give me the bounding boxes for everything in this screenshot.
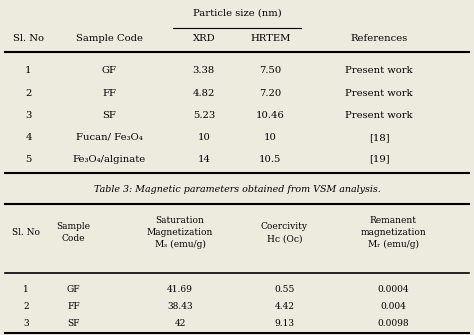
- Text: 1: 1: [25, 66, 32, 75]
- Text: 7.50: 7.50: [259, 66, 281, 75]
- Text: Present work: Present work: [346, 111, 413, 120]
- Text: 5: 5: [25, 155, 32, 163]
- Text: 0.004: 0.004: [381, 302, 406, 311]
- Text: 3: 3: [23, 319, 29, 328]
- Text: 0.55: 0.55: [274, 285, 294, 294]
- Text: 2: 2: [23, 302, 29, 311]
- Text: SF: SF: [67, 319, 80, 328]
- Text: GF: GF: [101, 66, 117, 75]
- Text: 3: 3: [25, 111, 32, 120]
- Text: Particle size (nm): Particle size (nm): [192, 9, 282, 18]
- Text: SF: SF: [102, 111, 116, 120]
- Text: 0.0004: 0.0004: [378, 285, 409, 294]
- Text: Sample Code: Sample Code: [75, 34, 143, 43]
- Text: 4: 4: [25, 133, 32, 142]
- Text: 5.23: 5.23: [193, 111, 215, 120]
- Text: 10.5: 10.5: [259, 155, 282, 163]
- Text: FF: FF: [67, 302, 80, 311]
- Text: 10: 10: [197, 133, 210, 142]
- Text: Sl. No: Sl. No: [13, 34, 44, 43]
- Text: Fe₃O₄/alginate: Fe₃O₄/alginate: [73, 155, 146, 163]
- Text: 10.46: 10.46: [256, 111, 284, 120]
- Text: 1: 1: [23, 285, 29, 294]
- Text: Sample
Code: Sample Code: [56, 222, 91, 243]
- Text: FF: FF: [102, 89, 116, 98]
- Text: Present work: Present work: [346, 66, 413, 75]
- Text: Sl. No: Sl. No: [12, 228, 40, 237]
- Text: Present work: Present work: [346, 89, 413, 98]
- Text: XRD: XRD: [192, 34, 215, 43]
- Text: Remanent
magnetization
Mᵣ (emu/g): Remanent magnetization Mᵣ (emu/g): [361, 216, 426, 249]
- Text: Coercivity
Hᴄ (Oᴄ): Coercivity Hᴄ (Oᴄ): [261, 222, 308, 243]
- Text: 9.13: 9.13: [274, 319, 294, 328]
- Text: 2: 2: [25, 89, 32, 98]
- Text: 0.0098: 0.0098: [378, 319, 409, 328]
- Text: [18]: [18]: [369, 133, 390, 142]
- Text: 38.43: 38.43: [167, 302, 193, 311]
- Text: 7.20: 7.20: [259, 89, 281, 98]
- Text: 4.82: 4.82: [192, 89, 215, 98]
- Text: Saturation
Magnetization
Mₛ (emu/g): Saturation Magnetization Mₛ (emu/g): [147, 216, 213, 249]
- Text: Fucan/ Fe₃O₄: Fucan/ Fe₃O₄: [76, 133, 142, 142]
- Text: 42: 42: [174, 319, 186, 328]
- Text: [19]: [19]: [369, 155, 390, 163]
- Text: 4.42: 4.42: [274, 302, 294, 311]
- Text: References: References: [351, 34, 408, 43]
- Text: HRTEM: HRTEM: [250, 34, 291, 43]
- Text: 10: 10: [264, 133, 277, 142]
- Text: 41.69: 41.69: [167, 285, 193, 294]
- Text: GF: GF: [67, 285, 80, 294]
- Text: Table 3: Magnetic parameters obtained from VSM analysis.: Table 3: Magnetic parameters obtained fr…: [94, 185, 380, 194]
- Text: 14: 14: [197, 155, 210, 163]
- Text: 3.38: 3.38: [193, 66, 215, 75]
